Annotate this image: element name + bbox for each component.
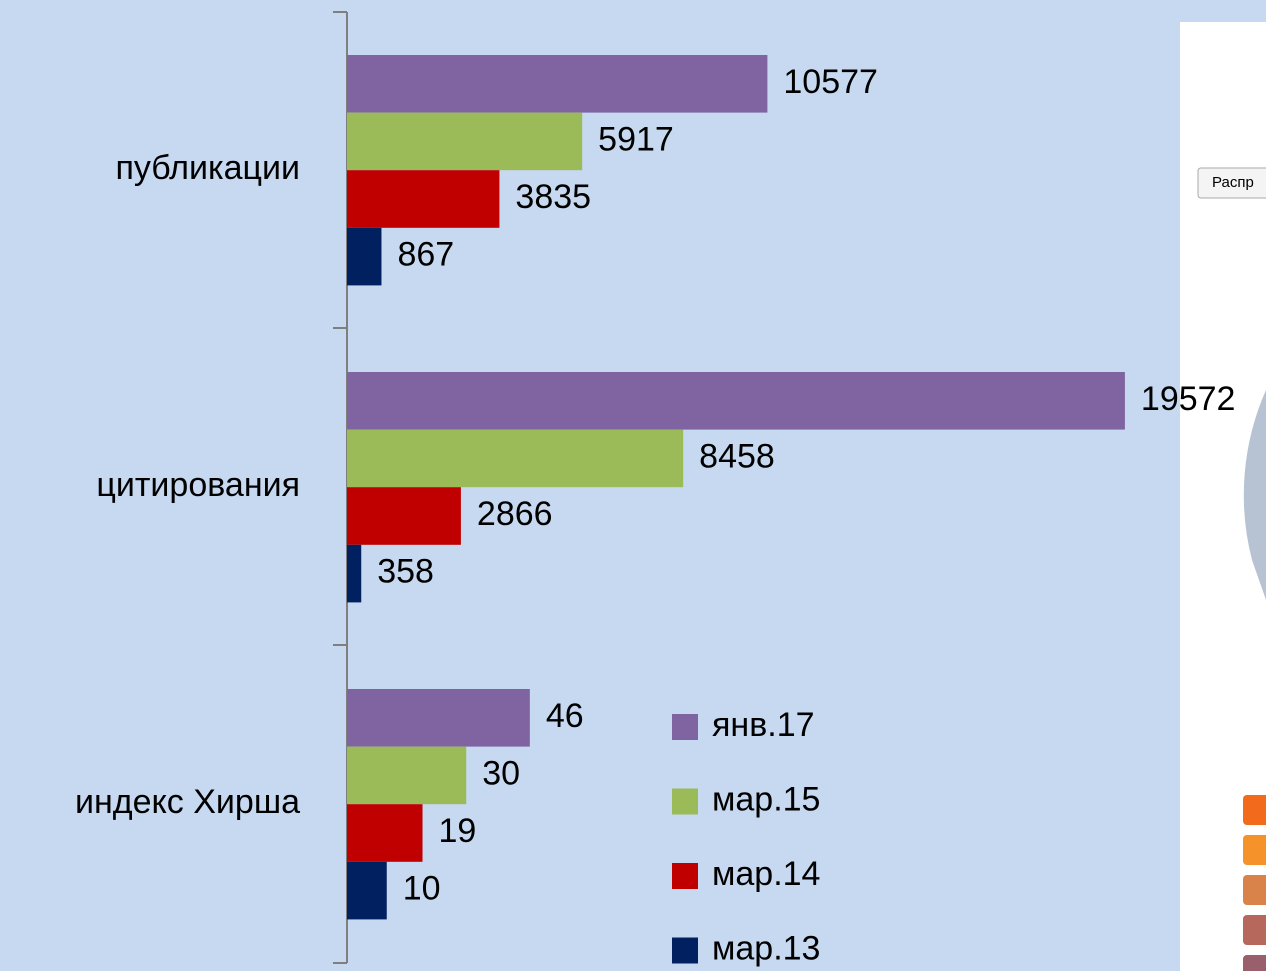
legend-swatch xyxy=(1243,795,1266,825)
value-label: 46 xyxy=(546,697,584,735)
value-label: 3835 xyxy=(515,178,591,216)
value-label: 867 xyxy=(397,236,454,274)
button xyxy=(1197,167,1266,199)
legend-swatch xyxy=(672,937,698,964)
category-label: индекс Хирша xyxy=(75,783,300,821)
legend-swatch xyxy=(672,788,698,815)
bar xyxy=(347,372,1125,430)
value-label: 2866 xyxy=(477,495,553,533)
bar xyxy=(347,544,362,603)
value-label: 30 xyxy=(482,754,520,792)
bar xyxy=(347,227,382,286)
bar xyxy=(347,429,684,488)
bar xyxy=(347,170,500,228)
value-label: 10 xyxy=(403,870,441,908)
legend-swatch xyxy=(1243,915,1266,945)
legend-swatch xyxy=(1243,955,1266,971)
bar xyxy=(347,861,387,920)
bar xyxy=(347,55,768,113)
value-label: 19 xyxy=(439,812,477,850)
screenshot-panel: Распр xyxy=(1180,22,1266,971)
bar xyxy=(347,746,467,805)
value-label: 358 xyxy=(377,553,434,591)
legend-label: янв.17 xyxy=(712,706,815,744)
category-label: цитирования xyxy=(96,466,300,504)
bar xyxy=(347,112,583,171)
bar xyxy=(347,487,461,545)
pie-fragment xyxy=(1243,390,1266,600)
value-label: 10577 xyxy=(783,63,878,101)
legend-swatch xyxy=(672,714,698,740)
legend-label: мар.14 xyxy=(712,855,820,893)
value-label: 8458 xyxy=(699,437,775,475)
legend-swatch xyxy=(672,863,698,889)
legend-swatch xyxy=(1243,835,1266,865)
bar xyxy=(347,804,423,862)
value-label: 19572 xyxy=(1141,380,1236,418)
legend-label: мар.13 xyxy=(712,929,820,967)
legend-swatch xyxy=(1243,875,1266,905)
value-label: 5917 xyxy=(598,120,674,158)
category-label: публикации xyxy=(115,149,300,187)
bar xyxy=(347,689,530,747)
button-label: Распр xyxy=(1212,174,1254,191)
legend-label: мар.15 xyxy=(712,780,820,818)
